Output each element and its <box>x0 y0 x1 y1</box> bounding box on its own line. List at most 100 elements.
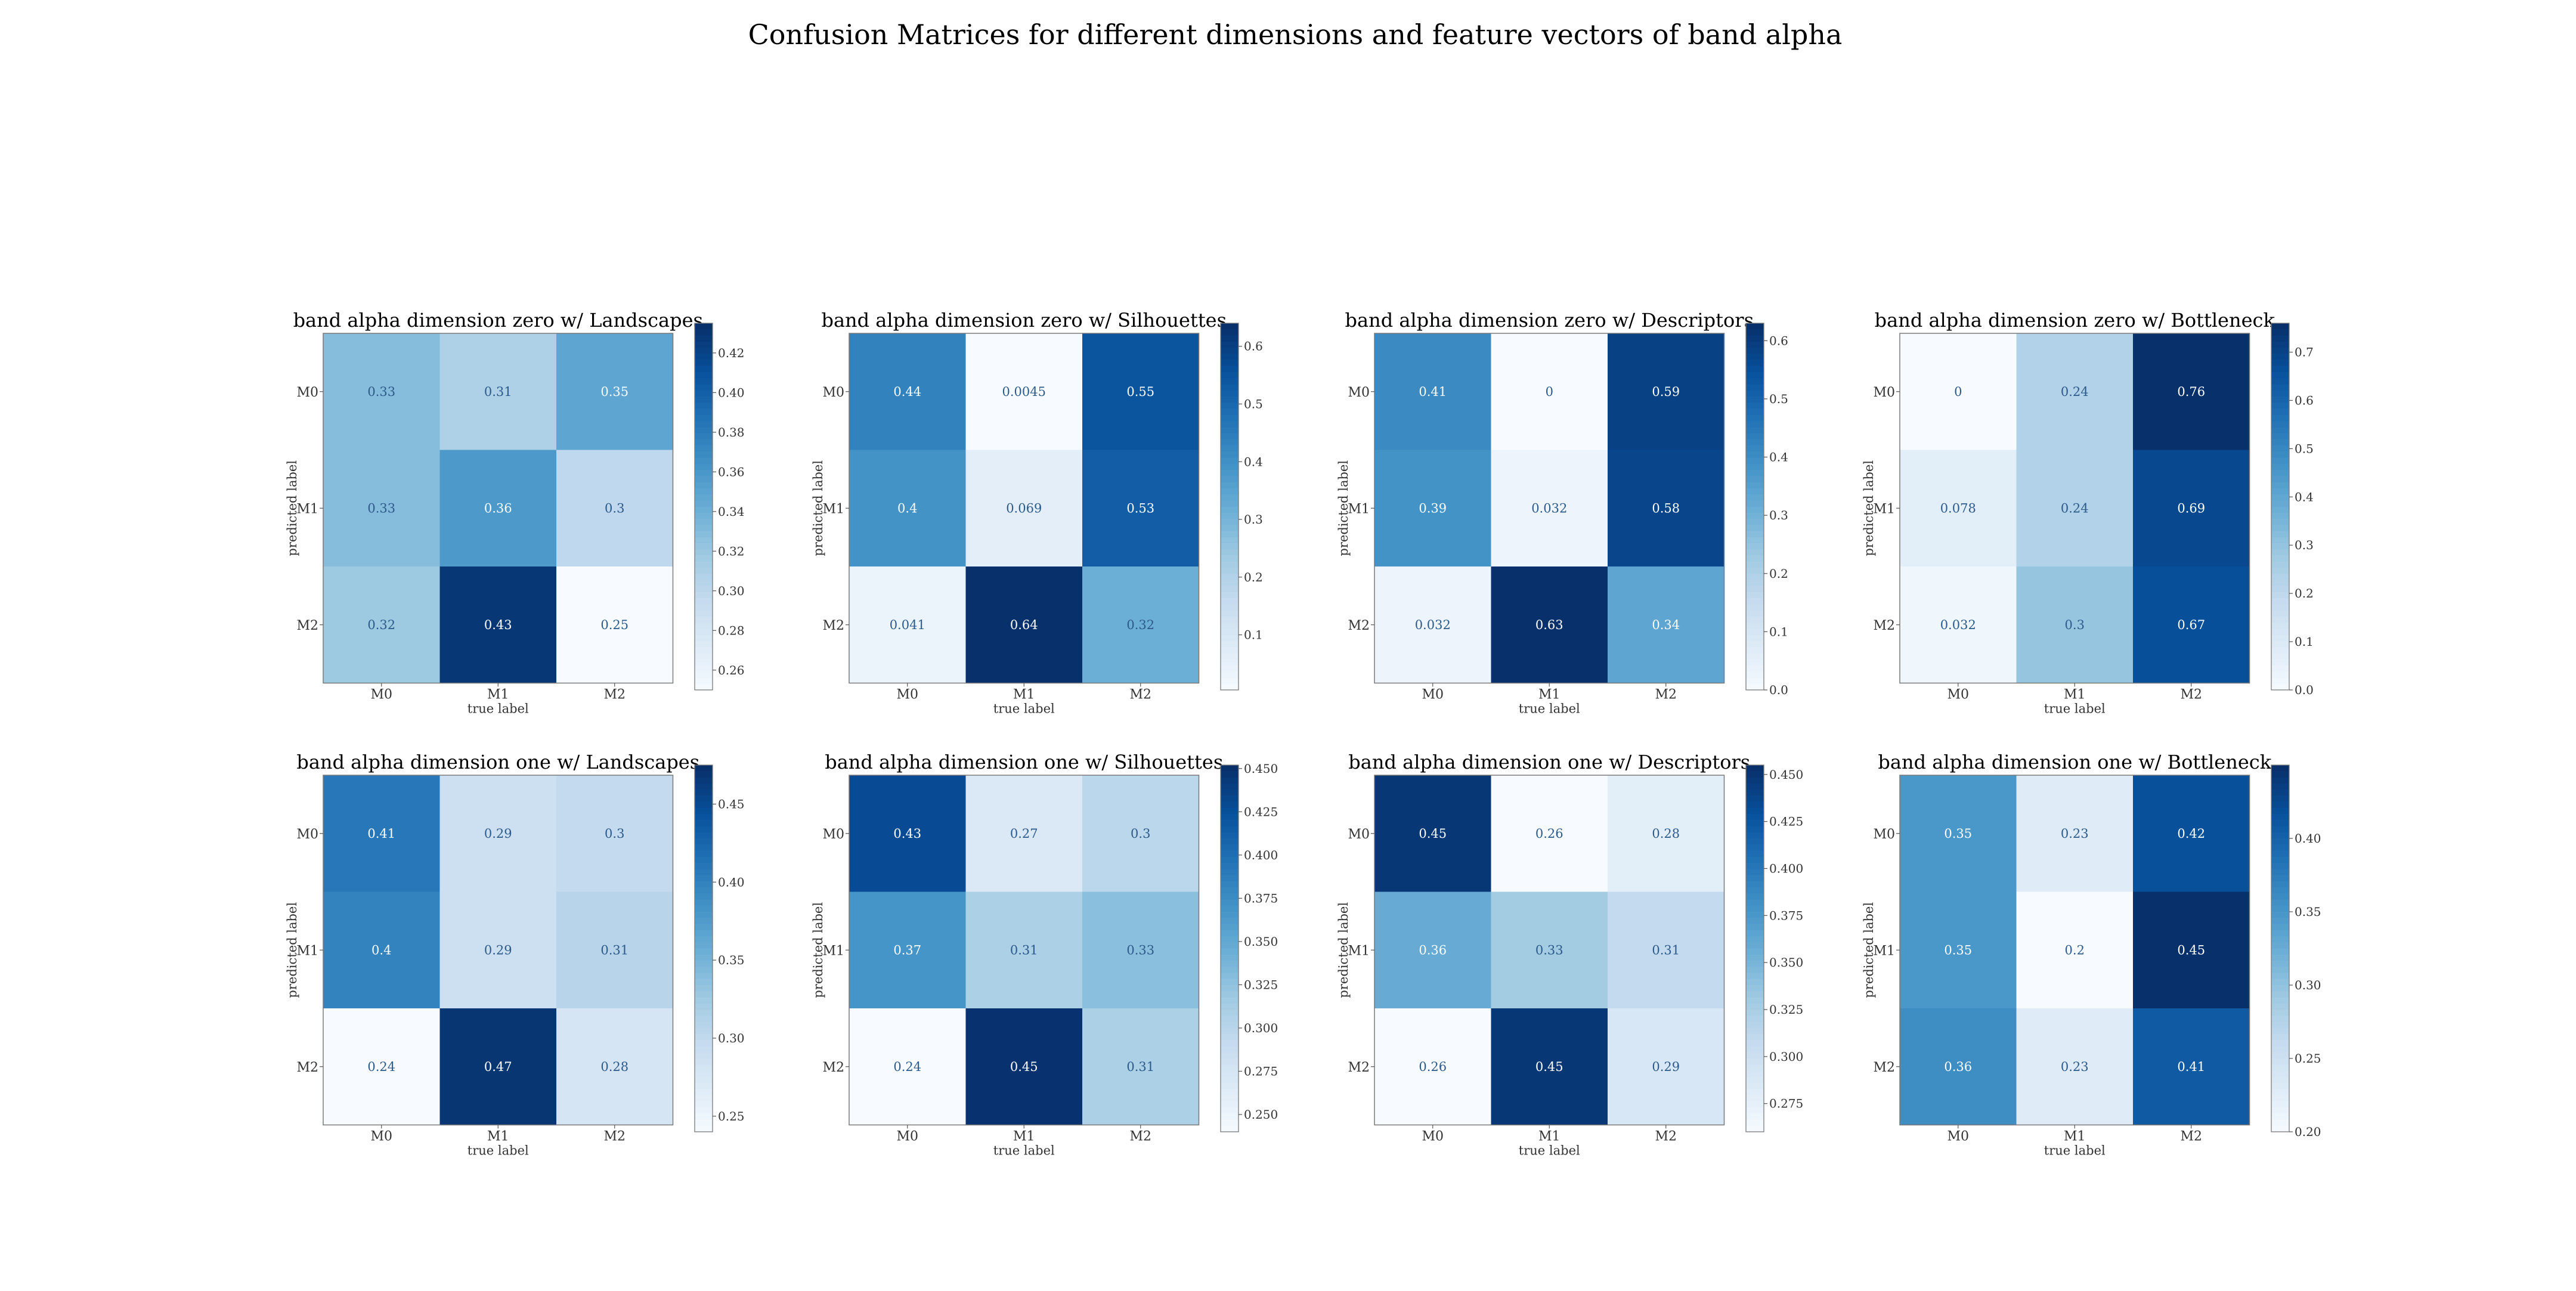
y-tick-label: M1 <box>1348 501 1370 516</box>
colorbar-segment <box>695 677 713 685</box>
colorbar-segment <box>1221 1125 1239 1132</box>
cell-value-label: 0.24 <box>2061 385 2089 399</box>
heatmap-cell <box>849 333 967 451</box>
colorbar-segment <box>1746 623 1764 630</box>
colorbar-segment <box>1746 598 1764 605</box>
colorbar-segment <box>1221 421 1239 428</box>
cell-value-label: 0.28 <box>600 1060 628 1074</box>
colorbar-segment <box>695 771 713 778</box>
colorbar-segment <box>1746 397 1764 404</box>
colorbar-segment <box>1746 1095 1764 1102</box>
colorbar-segment <box>1221 783 1239 790</box>
colorbar-segment <box>1221 439 1239 446</box>
heatmap-cell <box>439 775 557 893</box>
colorbar-segment <box>1221 677 1239 685</box>
cell-value-label: 0.58 <box>1652 501 1680 515</box>
colorbar-segment <box>1746 574 1764 581</box>
colorbar-tick-label: 0.25 <box>718 1109 745 1123</box>
y-tick-label: M1 <box>1348 943 1370 958</box>
colorbar-segment <box>1746 954 1764 961</box>
colorbar-segment <box>1746 1034 1764 1041</box>
colorbar-segment <box>2271 875 2289 882</box>
colorbar-segment <box>695 617 713 624</box>
cell-value-label: 0.32 <box>367 618 395 632</box>
colorbar-segment <box>695 683 713 691</box>
colorbar-segment <box>1746 653 1764 660</box>
colorbar-segment <box>1746 512 1764 519</box>
heatmap-cell <box>1082 566 1200 684</box>
y-axis-label: predicted label <box>1336 902 1351 998</box>
colorbar-segment <box>1221 881 1239 888</box>
heatmap-cell <box>556 450 674 567</box>
colorbar-segment <box>1746 580 1764 587</box>
y-tick-label: M2 <box>1873 1060 1895 1075</box>
colorbar-segment <box>1746 519 1764 526</box>
colorbar-segment <box>695 924 713 931</box>
colorbar-segment <box>695 1027 713 1035</box>
colorbar-segment <box>2271 881 2289 888</box>
cell-value-label: 0.55 <box>1126 385 1154 399</box>
cell-value-label: 0.2 <box>2065 943 2085 957</box>
colorbar-segment <box>1746 838 1764 846</box>
y-tick-label: M2 <box>1873 618 1895 633</box>
cell-value-label: 0.23 <box>2061 826 2089 841</box>
colorbar-segment <box>1746 783 1764 790</box>
colorbar-segment <box>1221 457 1239 465</box>
colorbar-segment <box>1746 1089 1764 1096</box>
colorbar-tick-label: 0.425 <box>1244 804 1278 819</box>
colorbar-segment <box>2271 1083 2289 1090</box>
heatmap-cell <box>2133 566 2250 684</box>
colorbar-segment <box>2271 1070 2289 1078</box>
colorbar-segment <box>2271 519 2289 526</box>
colorbar-segment <box>1746 384 1764 391</box>
colorbar-segment <box>1221 912 1239 919</box>
colorbar-segment <box>695 604 713 611</box>
x-axis-label: true label <box>467 1144 529 1158</box>
cell-value-label: 0.24 <box>893 1060 921 1074</box>
colorbar-segment <box>2271 537 2289 544</box>
colorbar-segment <box>695 832 713 839</box>
colorbar-segment <box>1746 659 1764 666</box>
colorbar-segment <box>1221 905 1239 912</box>
colorbar-segment <box>1221 961 1239 968</box>
colorbar-segment <box>1221 1107 1239 1114</box>
cell-value-label: 0.63 <box>1535 618 1563 632</box>
colorbar-segment <box>695 893 713 900</box>
cell-value-label: 0.3 <box>2065 618 2085 632</box>
x-tick-label: M0 <box>896 1129 918 1144</box>
colorbar-segment <box>2271 924 2289 931</box>
colorbar-segment <box>695 408 713 416</box>
colorbar-segment <box>695 967 713 974</box>
colorbar-segment <box>1746 985 1764 992</box>
cell-value-label: 0.25 <box>600 618 628 632</box>
cell-value-label: 0.36 <box>484 501 512 515</box>
colorbar-segment <box>1221 1095 1239 1102</box>
colorbar-segment <box>1746 936 1764 943</box>
colorbar-segment <box>1746 887 1764 894</box>
colorbar-tick-label: 0.5 <box>1769 392 1788 406</box>
heatmap-cell <box>1082 775 1200 893</box>
colorbar-segment <box>695 439 713 446</box>
colorbar-segment <box>2271 445 2289 453</box>
colorbar-segment <box>695 653 713 660</box>
colorbar-segment <box>1746 561 1764 568</box>
heatmap-cell <box>1900 775 2017 893</box>
colorbar-segment <box>2271 801 2289 809</box>
heatmap-cell <box>1491 775 1608 893</box>
colorbar-tick-label: 0.250 <box>1244 1107 1278 1122</box>
colorbar-segment <box>1221 629 1239 636</box>
cell-value-label: 0.45 <box>1419 826 1447 841</box>
y-tick-label: M0 <box>296 385 318 400</box>
colorbar-segment <box>2271 610 2289 617</box>
heatmap-cell <box>965 333 1083 451</box>
colorbar-tick-label: 0.2 <box>1244 570 1263 584</box>
heatmap-cell <box>2133 450 2250 567</box>
colorbar-segment <box>1746 360 1764 367</box>
colorbar-segment <box>1221 665 1239 673</box>
colorbar-frame <box>1745 323 1764 691</box>
colorbar-segment <box>2271 683 2289 691</box>
colorbar-segment <box>1746 482 1764 489</box>
colorbar-segment <box>1746 856 1764 863</box>
cell-value-label: 0.42 <box>2177 826 2205 841</box>
colorbar-segment <box>1221 549 1239 556</box>
